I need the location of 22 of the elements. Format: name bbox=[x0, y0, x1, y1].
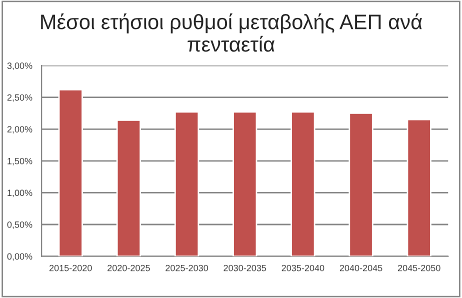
bar bbox=[406, 118, 432, 256]
y-tick-label: 1,00% bbox=[8, 190, 32, 198]
y-tick-label: 3,00% bbox=[7, 62, 32, 70]
y-tick-label: 2,50% bbox=[7, 94, 32, 102]
x-tick-label: 2035-2040 bbox=[282, 264, 324, 272]
y-tick-label: 0,50% bbox=[7, 221, 32, 229]
x-tick-label: 2020-2025 bbox=[108, 264, 150, 272]
y-tick-label: 2,00% bbox=[7, 126, 32, 134]
bar bbox=[232, 111, 258, 256]
x-tick-label: 2030-2035 bbox=[224, 264, 266, 272]
x-tick-label: 2025-2030 bbox=[166, 264, 208, 272]
bar bbox=[348, 112, 374, 256]
y-tick-label: 0,00% bbox=[7, 253, 32, 261]
y-tick-label: 1,50% bbox=[8, 158, 32, 166]
x-tick-label: 2045-2050 bbox=[398, 264, 440, 272]
x-tick-label: 2040-2045 bbox=[340, 264, 382, 272]
chart-title: Μέσοι ετήσιοι ρυθμοί μεταβολής ΑΕΠ ανά πενταετία bbox=[41, 13, 422, 52]
x-tick-label: 2015-2020 bbox=[49, 264, 92, 272]
bar bbox=[116, 120, 142, 256]
bar bbox=[290, 111, 316, 256]
bar bbox=[58, 89, 83, 256]
bar bbox=[174, 111, 200, 256]
